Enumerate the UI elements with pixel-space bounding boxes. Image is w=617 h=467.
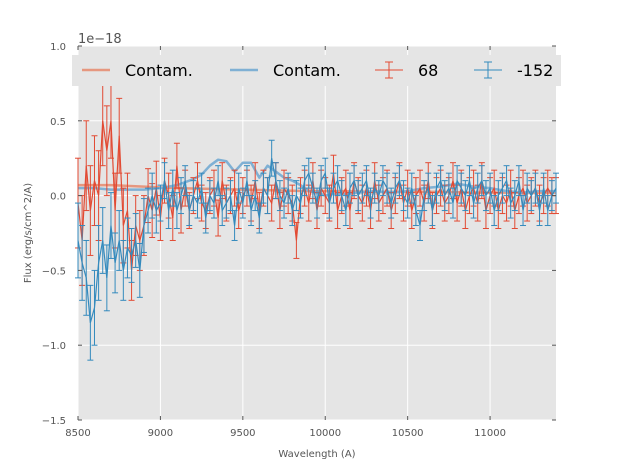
y-axis-label: Flux (erg/s/cm^2/A): [23, 183, 34, 283]
y-tick-label: −1.0: [42, 341, 66, 352]
axis-tick-labels: 8500 9000 9500 10000 10500 11000 −1.5 −1.0 −0.5 0…: [42, 42, 506, 439]
y-offset-label: 1e−18: [78, 32, 122, 47]
legend-label: Contam.: [125, 61, 193, 80]
axis-ticks: [77, 45, 556, 421]
series-line: [77, 158, 557, 323]
series--152-group: [75, 139, 559, 361]
legend: Contam. Contam. 68 -152: [72, 55, 561, 86]
legend-items: Contam. Contam. 68 -152: [82, 61, 553, 80]
y-tick-label: 1.0: [50, 42, 66, 53]
y-tick-label: 0.0: [50, 192, 66, 203]
legend-label: Contam.: [273, 61, 341, 80]
x-axis-label: Wavelength (A): [278, 449, 355, 460]
y-tick-label: −1.5: [42, 416, 66, 427]
x-tick-label: 11000: [474, 428, 506, 439]
y-tick-label: 0.5: [50, 117, 66, 128]
x-tick-label: 10000: [309, 428, 341, 439]
x-tick-label: 10500: [392, 428, 424, 439]
y-tick-label: −0.5: [42, 266, 66, 277]
legend-label: -152: [517, 61, 553, 80]
x-tick-label: 9500: [230, 428, 255, 439]
data-series: [75, 75, 559, 361]
x-tick-label: 9000: [148, 428, 173, 439]
legend-label: 68: [418, 61, 438, 80]
x-tick-label: 8500: [65, 428, 90, 439]
